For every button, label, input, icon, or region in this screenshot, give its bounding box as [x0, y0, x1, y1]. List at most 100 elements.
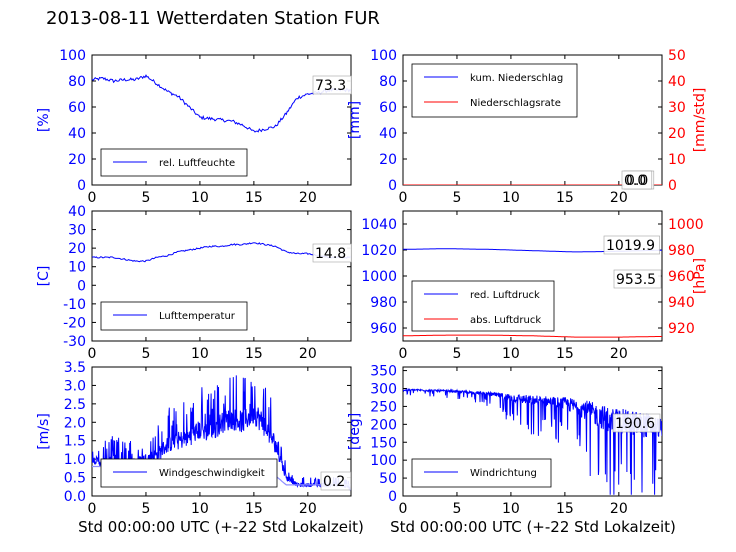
x-tick-label-wind-direction: 15 [556, 501, 574, 517]
legend-entry-temperature: Lufttemperatur [159, 311, 236, 322]
axes-frame-humidity [91, 54, 352, 186]
x-tick-label-wind-speed: 0 [88, 501, 97, 517]
y2-tick-label-pressure: 920 [668, 321, 695, 337]
x-tick-label-precipitation: 10 [502, 190, 520, 206]
axes-frame-wind-speed [91, 366, 352, 497]
y2-tick-label-precipitation: 30 [668, 100, 686, 116]
panel-humidity [91, 54, 352, 186]
y-axis-label-wind-direction: [deg] [347, 413, 363, 450]
series-line-pressure-1 [403, 334, 662, 338]
y2-tick-label-pressure: 960 [668, 269, 695, 285]
series-line-temperature-0 [92, 242, 351, 263]
x-tick-label-humidity: 15 [245, 190, 263, 206]
x-tick-label-humidity: 10 [191, 190, 209, 206]
value-box-pressure [613, 269, 662, 289]
y-tick-label-precipitation: 0 [388, 178, 397, 194]
x-tick-label-wind-direction: 20 [610, 501, 628, 517]
y2-axis-label-precipitation: [mm/std] [692, 88, 708, 153]
y-tick-label-pressure: 960 [370, 321, 397, 337]
x-tick-label-pressure: 5 [452, 346, 461, 362]
panel-wind-speed [91, 366, 352, 497]
y-tick-label-wind-speed: 1.0 [64, 452, 86, 468]
y-tick-label-humidity: 60 [68, 100, 86, 116]
axes-frame-temperature [91, 210, 352, 342]
y-tick-label-wind-direction: 300 [370, 382, 397, 398]
y-tick-label-temperature: 0 [77, 278, 86, 294]
y-tick-label-wind-speed: 0.0 [64, 489, 86, 505]
y2-tick-label-pressure: 1000 [668, 217, 704, 233]
x-axis-label-right: Std 00:00:00 UTC (+-22 Std Lokalzeit) [390, 518, 676, 536]
y-tick-label-wind-direction: 50 [379, 471, 397, 487]
y-tick-label-humidity: 100 [59, 48, 86, 64]
last-value-label-pressure: 953.5 [616, 272, 656, 288]
y2-tick-label-pressure: 980 [668, 243, 695, 259]
y2-tick-label-pressure: 940 [668, 295, 695, 311]
legend-box-wind-direction [411, 458, 552, 488]
y-tick-label-humidity: 20 [68, 152, 86, 168]
x-tick-label-pressure: 10 [502, 346, 520, 362]
y-tick-label-precipitation: 20 [379, 152, 397, 168]
y-tick-label-wind-direction: 250 [370, 399, 397, 415]
x-tick-label-wind-direction: 10 [502, 501, 520, 517]
y-tick-label-wind-speed: 2.0 [64, 415, 86, 431]
x-tick-label-temperature: 10 [191, 346, 209, 362]
series-line-humidity-0 [92, 74, 351, 133]
legend-entry-wind-direction: Windrichtung [470, 468, 537, 479]
y2-tick-label-precipitation: 20 [668, 126, 686, 142]
value-box-temperature [312, 243, 352, 263]
value-box-pressure [603, 235, 660, 255]
value-box-humidity [312, 75, 352, 95]
panel-temperature [91, 210, 352, 342]
legend-entry-wind-speed: Windgeschwindigkeit [159, 468, 265, 479]
x-tick-label-wind-speed: 10 [191, 501, 209, 517]
legend-entry-pressure: red. Luftdruck [470, 290, 540, 301]
y-tick-label-temperature: -10 [63, 297, 86, 313]
y2-tick-label-precipitation: 0 [668, 178, 677, 194]
y2-tick-label-precipitation: 10 [668, 152, 686, 168]
x-tick-label-wind-direction: 5 [452, 501, 461, 517]
value-box-precipitation [621, 170, 653, 190]
panel-pressure [402, 210, 663, 342]
y-tick-label-wind-speed: 1.5 [64, 434, 86, 450]
y-axis-label-wind-speed: [m/s] [36, 413, 52, 450]
x-tick-label-humidity: 5 [141, 190, 150, 206]
y-tick-label-humidity: 40 [68, 126, 86, 142]
y2-tick-label-precipitation: 50 [668, 48, 686, 64]
y-tick-label-wind-speed: 3.5 [64, 360, 86, 376]
last-value-label-temperature: 14.8 [315, 246, 346, 262]
last-value-label-precipitation: 0.0 [624, 173, 646, 189]
y-tick-label-temperature: 10 [68, 260, 86, 276]
last-value-label-wind-direction: 190.6 [615, 416, 655, 432]
legend-entry-precipitation: Niederschlagsrate [470, 98, 561, 109]
x-tick-label-precipitation: 0 [399, 190, 408, 206]
y-tick-label-wind-speed: 0.5 [64, 471, 86, 487]
y-tick-label-temperature: 40 [68, 204, 86, 220]
y-tick-label-wind-direction: 100 [370, 453, 397, 469]
value-box-wind-speed [320, 471, 352, 491]
y2-axis-label-pressure: [hPa] [692, 258, 708, 294]
y-tick-label-pressure: 1020 [361, 243, 397, 259]
series-line-wind-direction-0 [403, 387, 662, 495]
y-tick-label-humidity: 0 [77, 178, 86, 194]
last-value-label-precipitation: 0.0 [626, 173, 648, 189]
x-tick-label-wind-speed: 15 [245, 501, 263, 517]
legend-box-temperature [100, 301, 248, 331]
x-tick-label-pressure: 0 [399, 346, 408, 362]
y-axis-label-precipitation: [mm] [347, 101, 363, 139]
y-tick-label-pressure: 1000 [361, 269, 397, 285]
y-tick-label-precipitation: 40 [379, 126, 397, 142]
y-tick-label-wind-direction: 200 [370, 417, 397, 433]
x-tick-label-wind-speed: 20 [299, 501, 317, 517]
y-tick-label-wind-direction: 150 [370, 435, 397, 451]
y-tick-label-humidity: 80 [68, 74, 86, 90]
x-tick-label-temperature: 5 [141, 346, 150, 362]
x-tick-label-humidity: 0 [88, 190, 97, 206]
y-tick-label-wind-speed: 3.0 [64, 378, 86, 394]
y-tick-label-pressure: 980 [370, 295, 397, 311]
y-tick-label-temperature: -30 [63, 334, 86, 350]
legend-box-pressure [411, 280, 555, 332]
x-tick-label-precipitation: 5 [452, 190, 461, 206]
x-axis-label-left: Std 00:00:00 UTC (+-22 Std Lokalzeit) [78, 518, 364, 536]
y-axis-label-temperature: [C] [36, 266, 52, 287]
